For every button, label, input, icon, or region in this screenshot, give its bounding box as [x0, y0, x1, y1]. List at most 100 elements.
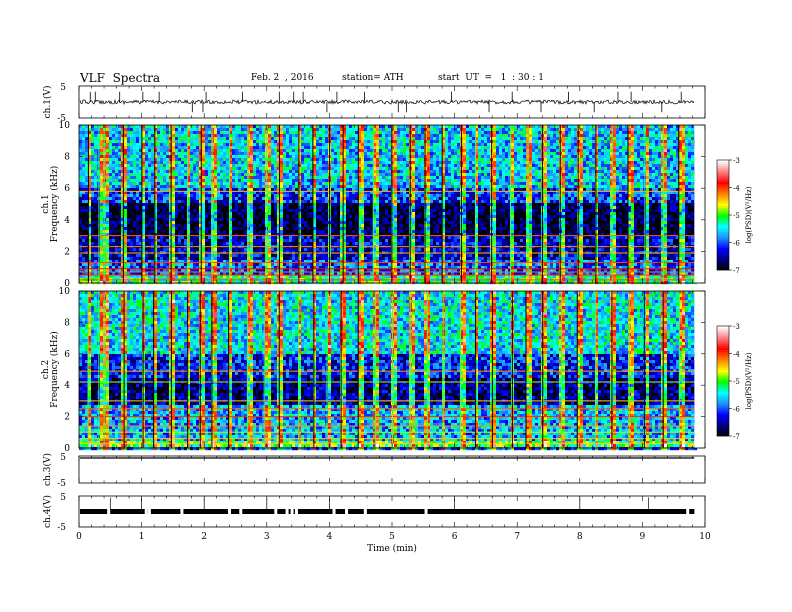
ch1-cell [307, 227, 310, 230]
ch1-cell [325, 227, 328, 230]
ch1-cell [217, 158, 220, 161]
ch1-cell [241, 170, 244, 173]
ch1-cell [202, 200, 205, 203]
ch1-cell [316, 134, 319, 137]
ch1-cell [301, 203, 304, 206]
ch1-cell [322, 200, 325, 203]
ch1-cell [250, 263, 253, 266]
ch1-cell [142, 131, 145, 134]
ch1-cell [94, 236, 97, 239]
ch1-cell [193, 167, 196, 170]
ch1-cell [223, 206, 226, 209]
ch1-cell [178, 203, 181, 206]
ch1-cell [127, 230, 130, 233]
ch1-cell [115, 167, 118, 170]
ch1-cell [142, 155, 145, 158]
ch1-cell [163, 131, 166, 134]
ch1-cell [166, 257, 169, 260]
ch1-cell [205, 170, 208, 173]
ch1-cell [130, 146, 133, 149]
ch1-cell [313, 209, 316, 212]
ch1-cell [352, 161, 355, 164]
ch1-cell [259, 239, 262, 242]
ch1-cell [283, 254, 286, 257]
ch1-cell [208, 248, 211, 251]
ch1-cell [142, 206, 145, 209]
ch1-cell [130, 182, 133, 185]
ch1-cell [289, 221, 292, 224]
ch1-cell [295, 173, 298, 176]
ch1-cell [262, 257, 265, 260]
ch1-cell [226, 236, 229, 239]
ch1-cell [274, 254, 277, 257]
ch1-cell [301, 182, 304, 185]
ch1-cell [217, 185, 220, 188]
ch1-cell [94, 203, 97, 206]
ch1-cell [241, 218, 244, 221]
ch1-cell [109, 254, 112, 257]
ch1-cell [274, 167, 277, 170]
ch1-cell [307, 176, 310, 179]
ch1-cell [202, 209, 205, 212]
ch1-cell [349, 257, 352, 260]
ch1-cell [295, 152, 298, 155]
ch1-cell [238, 164, 241, 167]
ch1-cell [289, 236, 292, 239]
ch1-cell [286, 209, 289, 212]
ch1-cell [166, 146, 169, 149]
ch1-cell [331, 254, 334, 257]
ch1-cell [79, 194, 82, 197]
ch1-cell [190, 185, 193, 188]
ch1-cell [232, 242, 235, 245]
ch1-cell [148, 215, 151, 218]
ch1-cell [259, 221, 262, 224]
ch1-cell [301, 152, 304, 155]
ch1-cell [313, 239, 316, 242]
ch1-cell [241, 185, 244, 188]
ch1-cell [223, 254, 226, 257]
ch1-cell [280, 143, 283, 146]
ch1-cell [193, 140, 196, 143]
ch1-cell [337, 257, 340, 260]
ch1-cell [205, 143, 208, 146]
ch1-cell [136, 239, 139, 242]
ch1-cell [133, 137, 136, 140]
ch1-cell [175, 158, 178, 161]
ch1-cell [145, 188, 148, 191]
ch1-cell [160, 215, 163, 218]
ch1-cell [244, 194, 247, 197]
ch1-cell [280, 128, 283, 131]
ch1-cell [337, 149, 340, 152]
ch1-cell [334, 254, 337, 257]
ch1-cell [307, 158, 310, 161]
ch1-cell [301, 170, 304, 173]
ch1-cell [127, 188, 130, 191]
ch1-cell [334, 131, 337, 134]
ch1-cell [238, 215, 241, 218]
ch1-cell [109, 197, 112, 200]
ch1-cell [337, 167, 340, 170]
ch1-cell [235, 125, 238, 128]
ch1-cell [274, 236, 277, 239]
ch1-cell [151, 125, 154, 128]
ch1-cell [133, 152, 136, 155]
ch1-cell [301, 140, 304, 143]
ch1-cell [202, 203, 205, 206]
ch1-cell [196, 128, 199, 131]
ch1-cell [289, 182, 292, 185]
ch1-cell [223, 131, 226, 134]
ch1-cell [313, 254, 316, 257]
ch1-cell [175, 242, 178, 245]
ch1-cell [256, 170, 259, 173]
ch1-cell [349, 173, 352, 176]
ch1-cell [85, 239, 88, 242]
ch1-cell [346, 149, 349, 152]
ch1-cell [94, 143, 97, 146]
ch1-cell [250, 230, 253, 233]
ch1-cell [106, 182, 109, 185]
ch1-cell [346, 140, 349, 143]
ch1-cell [202, 185, 205, 188]
ch1-cell [289, 212, 292, 215]
ch1-cell [178, 182, 181, 185]
ch1-cell [157, 185, 160, 188]
